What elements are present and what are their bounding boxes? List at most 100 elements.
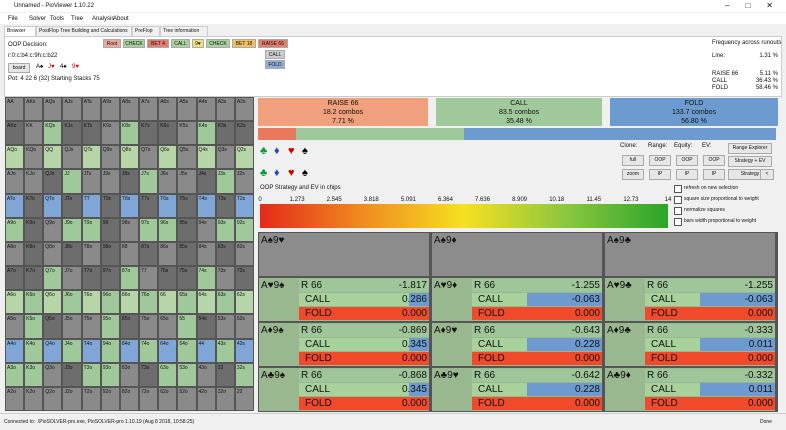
range-cell[interactable]: T5o — [81, 314, 101, 339]
range-cell[interactable]: QQ — [43, 145, 63, 170]
range-cell[interactable]: AA — [5, 97, 25, 122]
range-cell[interactable]: Q2s — [234, 145, 254, 170]
range-cell[interactable]: 74s — [196, 266, 216, 291]
control-button[interactable]: IP — [703, 169, 725, 180]
range-cell[interactable]: 77 — [139, 266, 159, 291]
range-cell[interactable]: K5s — [177, 121, 197, 146]
action-button[interactable]: CHECK — [206, 39, 230, 48]
range-cell[interactable]: T6o — [81, 290, 101, 315]
range-cell[interactable]: AJo — [5, 169, 25, 194]
range-cell[interactable]: JJ — [62, 169, 82, 194]
range-cell[interactable]: K3o — [24, 362, 44, 387]
hand-cell[interactable]: A♦9♠ R 66 -0.869 CALL 0.345 FOLD 0.000 — [258, 322, 430, 367]
range-cell[interactable]: 95s — [177, 217, 197, 242]
range-cell[interactable]: 52s — [234, 314, 254, 339]
menu-item[interactable]: About — [113, 16, 129, 22]
range-cell[interactable]: Q3s — [215, 145, 235, 170]
range-cell[interactable]: J7o — [62, 266, 82, 291]
range-cell[interactable]: T4s — [196, 193, 216, 218]
range-cell[interactable]: K6o — [24, 290, 44, 315]
range-cell[interactable]: T3s — [215, 193, 235, 218]
range-cell[interactable]: 72o — [139, 386, 159, 411]
range-cell[interactable]: K3s — [215, 121, 235, 146]
range-cell[interactable]: 98s — [119, 217, 140, 242]
range-cell[interactable]: A9o — [5, 217, 25, 242]
range-cell[interactable]: Q6s — [158, 145, 178, 170]
range-cell[interactable]: 83s — [215, 241, 235, 267]
range-cell[interactable]: K2o — [24, 386, 44, 411]
range-cell[interactable]: Q4s — [196, 145, 216, 170]
side-button[interactable]: < — [760, 169, 774, 180]
range-cell[interactable]: T8o — [81, 241, 101, 267]
range-cell[interactable]: KQs — [43, 121, 63, 146]
range-cell[interactable]: KQo — [24, 145, 44, 170]
range-cell[interactable]: 52o — [177, 386, 197, 411]
control-button[interactable]: OOP — [676, 155, 698, 166]
suit-filter[interactable]: ♦ — [274, 145, 280, 157]
range-cell[interactable]: 62o — [158, 386, 178, 411]
range-cell[interactable]: A7o — [5, 266, 25, 291]
range-cell[interactable]: Q6o — [43, 290, 63, 315]
range-cell[interactable]: JTs — [81, 169, 101, 194]
range-cell[interactable]: 64o — [158, 338, 178, 363]
range-cell[interactable]: J4o — [62, 338, 82, 363]
range-cell[interactable]: A9s — [100, 97, 120, 122]
range-cell[interactable]: A8o — [5, 241, 25, 267]
range-cell[interactable]: A2o — [5, 386, 25, 411]
action-button[interactable]: Root — [103, 39, 121, 48]
range-cell[interactable]: AKs — [24, 97, 44, 122]
checkbox[interactable] — [674, 218, 682, 226]
range-cell[interactable]: J2o — [62, 386, 82, 411]
range-cell[interactable]: K6s — [158, 121, 178, 146]
range-cell[interactable]: 75s — [177, 266, 197, 291]
action-button[interactable]: RAISE 66 — [258, 39, 288, 48]
range-cell[interactable]: AQs — [43, 97, 63, 122]
range-cell[interactable]: 42s — [234, 338, 254, 363]
range-cell[interactable]: 53s — [215, 314, 235, 339]
range-cell[interactable]: 87o — [119, 266, 140, 291]
range-cell[interactable]: T6s — [158, 193, 178, 218]
range-cell[interactable]: ATo — [5, 193, 25, 218]
range-cell[interactable]: K9s — [100, 121, 120, 146]
range-cell[interactable]: T9s — [100, 193, 120, 218]
range-cell[interactable]: 92s — [234, 217, 254, 242]
range-cell[interactable]: 43o — [196, 362, 216, 387]
range-cell[interactable]: K8s — [119, 121, 140, 146]
range-cell[interactable]: 74o — [139, 338, 159, 363]
range-cell[interactable]: 75o — [139, 314, 159, 339]
suit-filter[interactable]: ♥ — [288, 167, 295, 179]
range-cell[interactable]: K2s — [234, 121, 254, 146]
range-cell[interactable]: 94s — [196, 217, 216, 242]
range-cell[interactable]: 64s — [196, 290, 216, 315]
range-cell[interactable]: 97s — [139, 217, 159, 242]
range-cell[interactable]: A3o — [5, 362, 25, 387]
range-cell[interactable]: Q9o — [43, 217, 63, 242]
suit-filter[interactable]: ♣ — [260, 145, 268, 157]
range-cell[interactable]: T2s — [234, 193, 254, 218]
range-cell[interactable]: 54o — [177, 338, 197, 363]
range-cell[interactable]: KTo — [24, 193, 44, 218]
range-cell[interactable]: 87s — [139, 241, 159, 267]
menu-item[interactable]: Analysis — [92, 16, 115, 22]
range-cell[interactable]: 99 — [100, 217, 120, 242]
range-cell[interactable]: Q5o — [43, 314, 63, 339]
hand-header-cell[interactable]: A♠9♣ — [604, 232, 776, 277]
range-cell[interactable]: Q7s — [139, 145, 159, 170]
range-cell[interactable]: 95o — [100, 314, 120, 339]
checkbox[interactable] — [674, 196, 682, 204]
action-button[interactable]: CALL — [171, 39, 190, 48]
range-cell[interactable]: AJs — [62, 97, 82, 122]
range-cell[interactable]: 98o — [100, 241, 120, 267]
range-cell[interactable]: A4o — [5, 338, 25, 363]
menu-item[interactable]: Solver — [29, 16, 47, 22]
hand-cell[interactable]: A♣9♥ R 66 -0.642 CALL 0.228 FOLD 0.000 — [431, 367, 603, 412]
range-cell[interactable]: J8o — [62, 241, 82, 267]
range-cell[interactable]: 93s — [215, 217, 235, 242]
range-cell[interactable]: J8s — [119, 169, 140, 194]
range-cell[interactable]: T7o — [81, 266, 101, 291]
range-cell[interactable]: 86o — [119, 290, 140, 315]
range-cell[interactable]: 85s — [177, 241, 197, 267]
range-cell[interactable]: KK — [24, 121, 44, 146]
next-action-button[interactable]: FOLD — [265, 60, 285, 69]
range-cell[interactable]: K4o — [24, 338, 44, 363]
